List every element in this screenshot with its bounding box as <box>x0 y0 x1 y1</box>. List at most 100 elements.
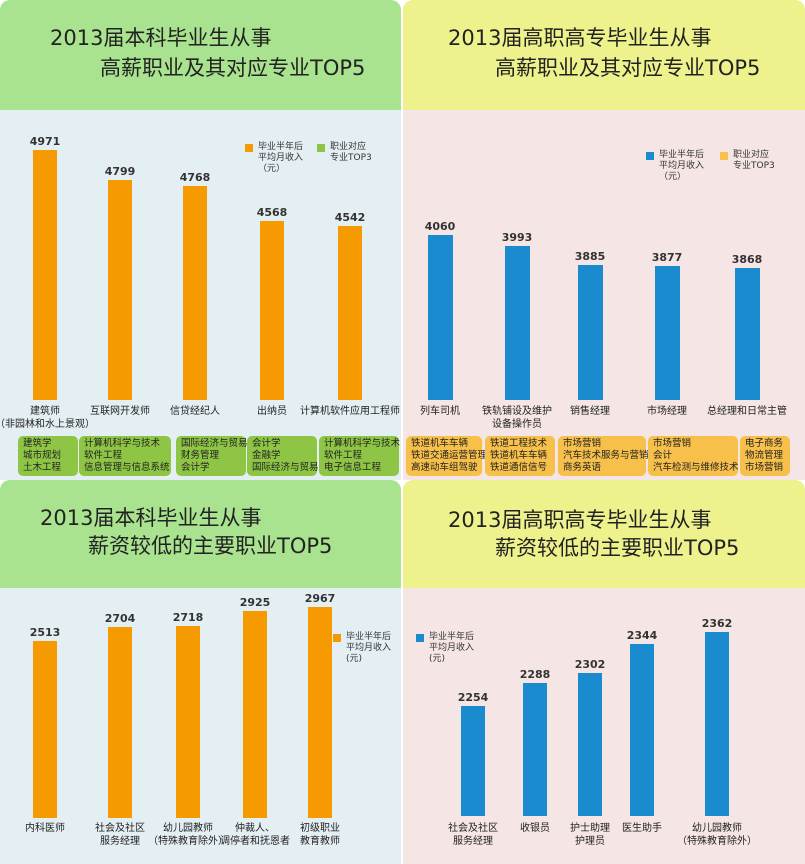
data-label: 3993 <box>501 231 533 245</box>
data-label: 3885 <box>574 249 606 263</box>
bar <box>260 220 284 400</box>
major-box: 国际经济与贸易 财务管理 会计学 <box>176 436 248 476</box>
data-label: 3868 <box>731 252 763 266</box>
bar <box>183 185 207 400</box>
chart-panel: 2013届本科毕业生从事薪资较低的主要职业TOP5 毕业半年后 平均月收入 (元)… <box>0 480 401 864</box>
chart-title-header: 2013届本科毕业生从事高薪职业及其对应专业TOP5 <box>0 0 401 110</box>
major-box: 市场营销 汽车技术服务与营销 商务英语 <box>558 436 649 476</box>
chart-title-line: 高薪职业及其对应专业TOP5 <box>495 56 761 80</box>
chart-title-header: 2013届高职高专毕业生从事薪资较低的主要职业TOP5 <box>403 480 805 588</box>
major-box: 市场营销 会计 汽车检测与维修技术 <box>648 436 739 476</box>
category-label: 总经理和日常主管 <box>707 406 787 417</box>
bar <box>108 626 132 818</box>
data-label: 2925 <box>239 595 271 609</box>
category-label: 仲裁人、 调停者和抚恩者 <box>220 823 290 847</box>
data-label: 2513 <box>29 626 61 640</box>
category-label: 信贷经纪人 <box>170 406 220 417</box>
chart-title-line: 2013届本科毕业生从事 <box>50 26 272 50</box>
major-box: 会计学 金融学 国际经济与贸易 <box>247 436 319 476</box>
chart-title-header: 2013届高职高专毕业生从事高薪职业及其对应专业TOP5 <box>403 0 805 110</box>
data-label: 2288 <box>519 667 551 681</box>
major-box: 铁道工程技术 铁道机车车辆 铁道通信信号 <box>485 436 555 476</box>
category-label: 计算机软件应用工程师 <box>300 406 400 417</box>
legend-swatch <box>317 144 325 152</box>
chart-title-line: 薪资较低的主要职业TOP5 <box>88 534 333 558</box>
bar <box>504 246 530 400</box>
chart-title-header: 2013届本科毕业生从事薪资较低的主要职业TOP5 <box>0 480 401 588</box>
chart-title-line: 2013届本科毕业生从事 <box>40 506 262 530</box>
category-label: 互联网开发师 <box>90 406 150 417</box>
category-label: 幼儿园教师 （特殊教育除外） <box>148 823 228 847</box>
bar <box>33 641 57 818</box>
bar <box>734 267 760 400</box>
category-label: 出纳员 <box>257 406 287 417</box>
category-label: 社会及社区 服务经理 <box>95 823 145 847</box>
data-label: 3877 <box>651 251 683 265</box>
chart-panel: 2013届本科毕业生从事高薪职业及其对应专业TOP5 毕业半年后 平均月收入 （元… <box>0 0 401 480</box>
legend-swatch <box>720 152 728 160</box>
category-label: 建筑师 （非园林和水上景观） <box>0 406 95 430</box>
legend-entry: 职业对应 专业TOP3 <box>317 142 372 164</box>
chart-title-line: 高薪职业及其对应专业TOP5 <box>100 56 366 80</box>
major-box: 计算机科学与技术 软件工程 信息管理与信息系统 <box>79 436 171 476</box>
bar <box>33 150 57 400</box>
major-box: 建筑学 城市规划 土木工程 <box>18 436 78 476</box>
data-label: 2362 <box>701 616 733 630</box>
bar <box>705 631 729 816</box>
data-label: 2302 <box>574 658 606 672</box>
legend-label: 毕业半年后 平均月收入 (元) <box>429 632 475 664</box>
bar <box>523 682 547 816</box>
legend-entry: 毕业半年后 平均月收入 (元) <box>333 632 392 665</box>
bar <box>654 266 680 400</box>
chart-title-line: 薪资较低的主要职业TOP5 <box>495 536 740 560</box>
legend-swatch <box>245 144 253 152</box>
legend-label: 毕业半年后 平均月收入 (元) <box>346 632 392 664</box>
category-label: 铁轨铺设及维护 设备操作员 <box>482 406 552 430</box>
legend-label: 毕业半年后 平均月收入 （元） <box>659 150 705 182</box>
category-label: 初级职业 教育教师 <box>300 823 340 847</box>
category-label: 销售经理 <box>570 406 610 417</box>
bar <box>308 607 332 818</box>
major-box: 计算机科学与技术 软件工程 电子信息工程 <box>319 436 400 476</box>
data-label: 4568 <box>256 205 288 219</box>
legend-swatch <box>333 634 341 642</box>
data-label: 4768 <box>179 170 211 184</box>
data-label: 4060 <box>424 219 456 233</box>
legend-label: 职业对应 专业TOP3 <box>733 150 775 171</box>
data-label: 4799 <box>104 165 136 179</box>
legend-swatch <box>416 634 424 642</box>
data-label: 2967 <box>304 592 336 606</box>
legend-entry: 毕业半年后 平均月收入 （元） <box>646 150 705 183</box>
legend-label: 毕业半年后 平均月收入 （元） <box>258 142 304 174</box>
bar <box>427 234 453 400</box>
chart-title-line: 2013届高职高专毕业生从事 <box>448 508 712 532</box>
legend-entry: 毕业半年后 平均月收入 （元） <box>245 142 304 175</box>
bar <box>461 706 485 816</box>
chart-panel: 2013届高职高专毕业生从事高薪职业及其对应专业TOP5 毕业半年后 平均月收入 … <box>403 0 805 480</box>
data-label: 2344 <box>626 629 658 643</box>
bar <box>577 264 603 400</box>
category-label: 内科医师 <box>25 823 65 834</box>
category-label: 列车司机 <box>420 406 460 417</box>
data-label: 4971 <box>29 135 61 149</box>
data-label: 2718 <box>172 610 204 624</box>
category-label: 护士助理 护理员 <box>570 823 610 847</box>
bar <box>338 225 362 400</box>
data-label: 2704 <box>104 611 136 625</box>
legend-entry: 毕业半年后 平均月收入 (元) <box>416 632 475 665</box>
category-label: 医生助手 <box>622 823 662 834</box>
major-box: 铁道机车车辆 铁道交通运营管理 高速动车组驾驶 <box>406 436 487 476</box>
category-label: 市场经理 <box>647 406 687 417</box>
legend-entry: 职业对应 专业TOP3 <box>720 150 775 172</box>
bar <box>176 625 200 818</box>
legend-swatch <box>646 152 654 160</box>
bar <box>243 610 267 818</box>
legend-label: 职业对应 专业TOP3 <box>330 142 372 163</box>
chart-title-line: 2013届高职高专毕业生从事 <box>448 26 712 50</box>
chart-panel: 2013届高职高专毕业生从事薪资较低的主要职业TOP5 毕业半年后 平均月收入 (… <box>403 480 805 864</box>
category-label: 社会及社区 服务经理 <box>448 823 498 847</box>
category-label: 收银员 <box>520 823 550 834</box>
bar <box>108 180 132 400</box>
data-label: 2254 <box>457 691 489 705</box>
bar <box>578 673 602 816</box>
